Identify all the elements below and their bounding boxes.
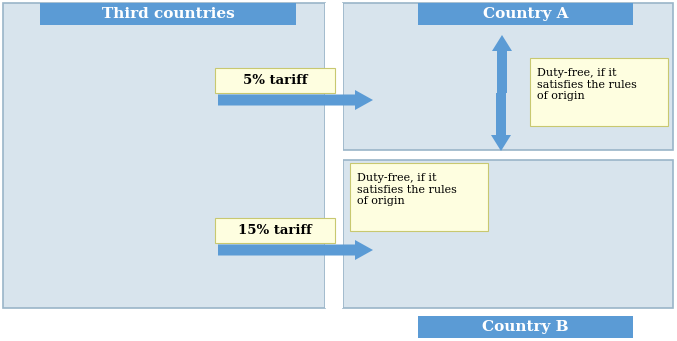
- Bar: [3, 3, 325, 308]
- Text: Duty-free, if it
satisfies the rules
of origin: Duty-free, if it satisfies the rules of …: [537, 68, 637, 101]
- Bar: [325, 3, 343, 308]
- Bar: [418, 3, 633, 25]
- Text: 15% tariff: 15% tariff: [238, 224, 312, 237]
- Text: Country A: Country A: [483, 7, 568, 21]
- FancyArrow shape: [218, 90, 373, 110]
- Bar: [215, 218, 335, 243]
- FancyArrow shape: [492, 35, 512, 93]
- Text: 5% tariff: 5% tariff: [243, 74, 307, 87]
- Bar: [343, 3, 673, 150]
- Bar: [418, 316, 633, 338]
- Bar: [530, 58, 668, 126]
- Bar: [215, 68, 335, 93]
- FancyArrow shape: [218, 240, 373, 260]
- Bar: [343, 160, 673, 308]
- Text: Duty-free, if it
satisfies the rules
of origin: Duty-free, if it satisfies the rules of …: [357, 173, 457, 206]
- Text: Third countries: Third countries: [102, 7, 234, 21]
- Bar: [350, 163, 488, 231]
- Bar: [40, 3, 296, 25]
- Text: Country B: Country B: [482, 320, 569, 334]
- FancyArrow shape: [491, 93, 511, 151]
